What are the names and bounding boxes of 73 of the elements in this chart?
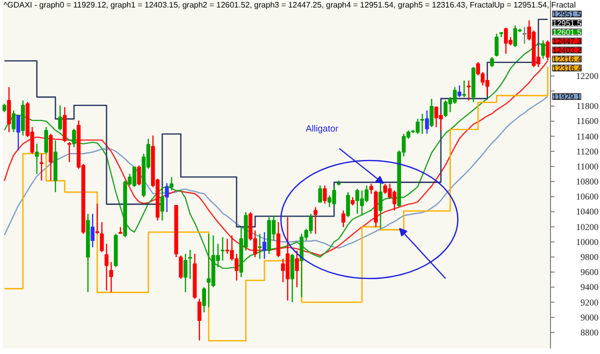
- candlestick: [67, 142, 72, 163]
- candlestick: [16, 114, 20, 152]
- chart-title: ^GDAXI - graph0 = 11929.12, graph1 = 12403.15, graph2 = 12601.52, graph3 = 12447.25, graph4 = 12951.54, graph5 = 12316.43, FractalUp = 12951.54, Fractal: [4, 0, 576, 10]
- y-tick-label: 9200: [580, 297, 599, 308]
- candlestick: [378, 182, 382, 230]
- text: 11929.1: [552, 92, 582, 102]
- candlestick: [262, 232, 266, 260]
- candlestick: [308, 213, 313, 234]
- candlestick: [490, 56, 494, 68]
- candlestick: [72, 128, 76, 148]
- annotation: Alligator: [306, 123, 338, 134]
- candlestick: [188, 249, 192, 280]
- y-tick-label: 11800: [576, 101, 599, 112]
- y-tick-label: 9600: [580, 267, 599, 278]
- candlestick: [104, 243, 108, 292]
- candlestick: [40, 153, 44, 182]
- candlestick: [541, 40, 546, 60]
- candlestick: [58, 104, 62, 132]
- candlestick: [12, 110, 16, 133]
- candlestick: [314, 206, 318, 234]
- candlestick: [322, 184, 327, 204]
- candlestick: [100, 222, 104, 253]
- candlestick: [258, 233, 262, 260]
- y-tick-label: 10600: [576, 192, 599, 202]
- candlestick: [184, 253, 188, 293]
- candlestick: [294, 250, 299, 288]
- y-tick-label: 9800: [580, 252, 599, 262]
- candlestick: [522, 26, 526, 44]
- candlestick: [160, 186, 164, 222]
- candlestick: [137, 164, 141, 186]
- candlestick: [420, 113, 424, 134]
- y-tick-label: 9000: [580, 312, 599, 322]
- y-tick-label: 9400: [580, 282, 599, 292]
- candlestick: [369, 183, 374, 194]
- candlestick: [458, 84, 462, 98]
- candlestick: [197, 298, 202, 342]
- candlestick: [276, 222, 280, 258]
- y-tick-label: 10000: [576, 236, 599, 247]
- candlestick: [132, 166, 136, 188]
- candlestick: [90, 213, 95, 248]
- candlestick: [546, 40, 550, 62]
- candlestick: [346, 192, 350, 218]
- candlestick: [290, 253, 294, 303]
- y-tick-label: 10200: [576, 222, 599, 232]
- y-tick-label: 11400: [576, 131, 599, 142]
- candlestick: [109, 262, 114, 293]
- candlestick: [34, 143, 39, 174]
- y-tick-label: 11600: [576, 116, 599, 126]
- text: 12601.5: [552, 28, 582, 37]
- y-tick-label: 10400: [576, 206, 599, 217]
- candlestick: [95, 203, 100, 234]
- y-tick-label: 8800: [580, 327, 599, 338]
- y-tick-label: 11200: [576, 146, 599, 156]
- candlestick: [318, 184, 322, 203]
- candlestick: [300, 233, 304, 298]
- y-tick-label: 12200: [576, 70, 599, 81]
- candlestick: [466, 80, 471, 102]
- candlestick: [462, 80, 466, 98]
- candlestick: [341, 210, 346, 228]
- candlestick: [202, 286, 206, 313]
- candlestick: [164, 182, 169, 213]
- candlestick: [430, 98, 434, 128]
- candlestick: [44, 126, 48, 154]
- text: 12951.5: [552, 19, 582, 28]
- text: 12951.5: [552, 10, 582, 19]
- candlestick: [178, 254, 183, 280]
- candlestick: [220, 236, 225, 262]
- candlestick: [7, 86, 11, 133]
- candlestick: [170, 176, 174, 192]
- candlestick: [494, 33, 499, 58]
- y-tick-label: 11000: [576, 161, 599, 172]
- candlestick: [425, 110, 429, 134]
- y-tick-label: 10800: [576, 176, 599, 187]
